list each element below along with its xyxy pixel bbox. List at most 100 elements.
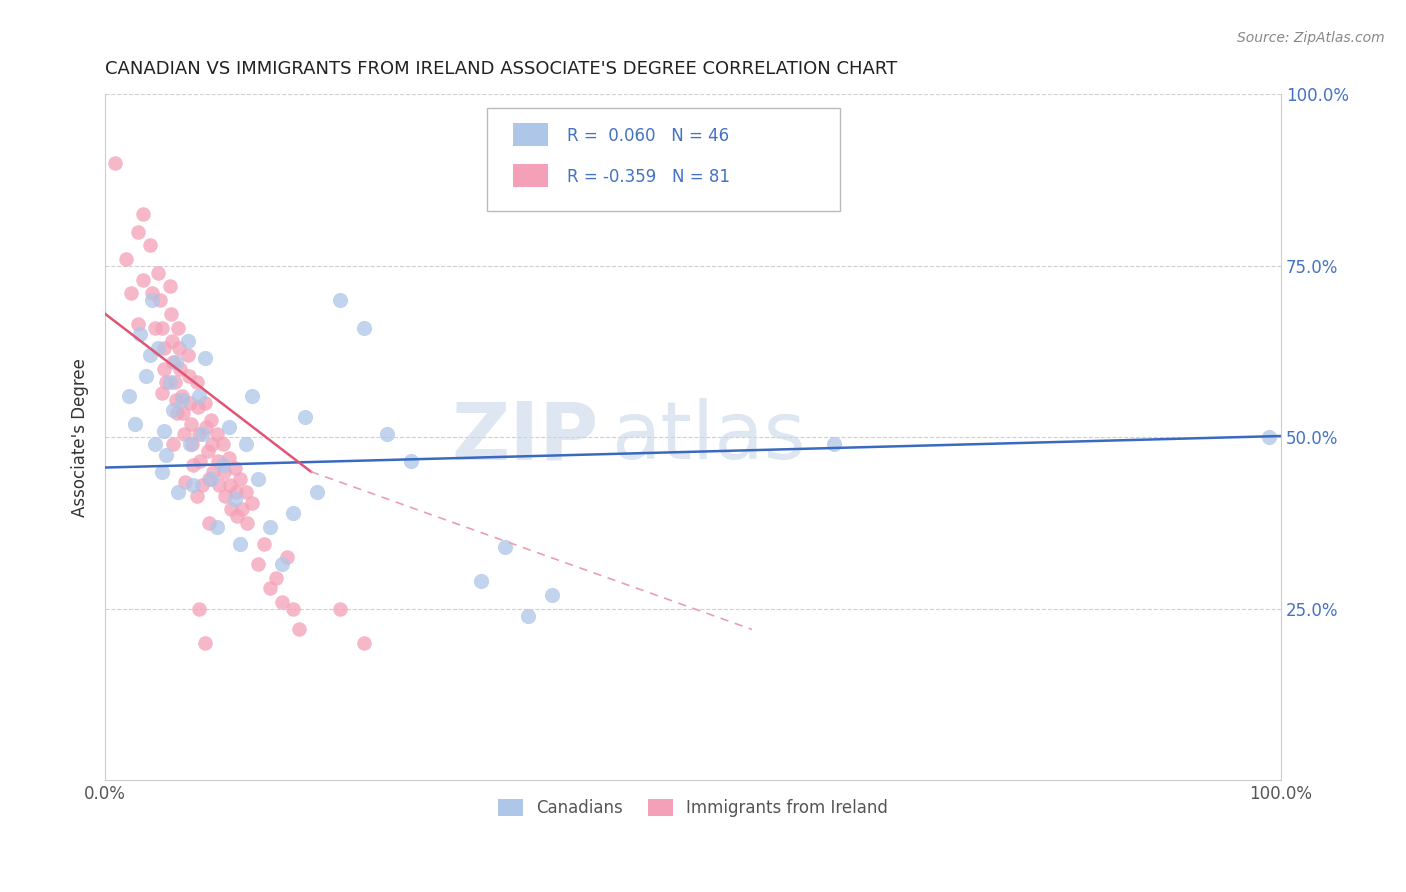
Point [201, 437, 224, 451]
Point [150, 465, 173, 479]
Point [294, 409, 316, 424]
Point [153, 424, 176, 438]
Point [190, 478, 212, 492]
Point [176, 348, 198, 362]
FancyBboxPatch shape [488, 108, 839, 211]
Point [173, 426, 195, 441]
Point [141, 286, 163, 301]
Point [353, 320, 375, 334]
Point [377, 426, 399, 441]
Point [162, 403, 184, 417]
Point [218, 450, 240, 465]
Text: R = -0.359   N = 81: R = -0.359 N = 81 [567, 169, 730, 186]
Text: atlas: atlas [610, 399, 806, 476]
Point [208, 478, 231, 492]
Point [197, 471, 219, 485]
Point [104, 156, 127, 170]
Point [211, 437, 233, 451]
Point [205, 426, 228, 441]
Point [162, 355, 184, 369]
Point [180, 417, 202, 431]
Point [194, 396, 217, 410]
Point [194, 351, 217, 366]
Point [187, 400, 209, 414]
Point [124, 417, 146, 431]
Point [127, 317, 149, 331]
Point [197, 516, 219, 530]
Point [231, 502, 253, 516]
Point [169, 341, 191, 355]
Point [165, 392, 187, 407]
Point [207, 454, 229, 468]
Point [541, 588, 564, 602]
Point [143, 437, 166, 451]
Point [305, 485, 328, 500]
Point [224, 492, 246, 507]
Point [283, 506, 305, 520]
Text: CANADIAN VS IMMIGRANTS FROM IRELAND ASSOCIATE'S DEGREE CORRELATION CHART: CANADIAN VS IMMIGRANTS FROM IRELAND ASSO… [105, 60, 897, 78]
Point [165, 355, 187, 369]
Point [399, 454, 422, 468]
Point [353, 636, 375, 650]
Point [159, 279, 181, 293]
Point [167, 485, 190, 500]
Point [247, 558, 270, 572]
Point [329, 602, 352, 616]
Point [190, 426, 212, 441]
Point [214, 489, 236, 503]
Point [163, 376, 186, 390]
Point [167, 320, 190, 334]
Point [135, 368, 157, 383]
Point [288, 623, 311, 637]
Point [194, 636, 217, 650]
Point [174, 475, 197, 489]
Point [153, 361, 176, 376]
Text: Source: ZipAtlas.com: Source: ZipAtlas.com [1237, 31, 1385, 45]
Point [149, 293, 172, 308]
Text: ZIP: ZIP [451, 399, 599, 476]
Point [276, 550, 298, 565]
Point [179, 396, 201, 410]
Point [202, 465, 225, 479]
Bar [513, 164, 548, 187]
Point [153, 341, 176, 355]
Point [127, 225, 149, 239]
Point [132, 207, 155, 221]
Point [150, 320, 173, 334]
Point [183, 478, 205, 492]
Point [229, 471, 252, 485]
Point [253, 537, 276, 551]
Point [259, 581, 281, 595]
Point [141, 293, 163, 308]
Point [188, 389, 211, 403]
Point [200, 413, 222, 427]
Bar [513, 123, 548, 146]
Point [159, 376, 181, 390]
Point [166, 406, 188, 420]
Point [229, 537, 252, 551]
Point [160, 307, 183, 321]
Point [823, 437, 845, 451]
Point [120, 286, 142, 301]
Point [181, 437, 204, 451]
Point [197, 444, 219, 458]
Point [211, 458, 233, 472]
Point [139, 238, 162, 252]
Point [195, 420, 218, 434]
Point [188, 426, 211, 441]
Point [143, 320, 166, 334]
Text: R =  0.060   N = 46: R = 0.060 N = 46 [567, 128, 730, 145]
Point [240, 389, 263, 403]
Point [150, 385, 173, 400]
Point [236, 516, 259, 530]
Point [190, 454, 212, 468]
Point [219, 502, 242, 516]
Point [129, 327, 152, 342]
Point [155, 448, 177, 462]
Point [235, 485, 257, 500]
Point [329, 293, 352, 308]
Point [132, 272, 155, 286]
Y-axis label: Associate's Degree: Associate's Degree [72, 358, 89, 516]
Point [240, 495, 263, 509]
Point [212, 465, 235, 479]
